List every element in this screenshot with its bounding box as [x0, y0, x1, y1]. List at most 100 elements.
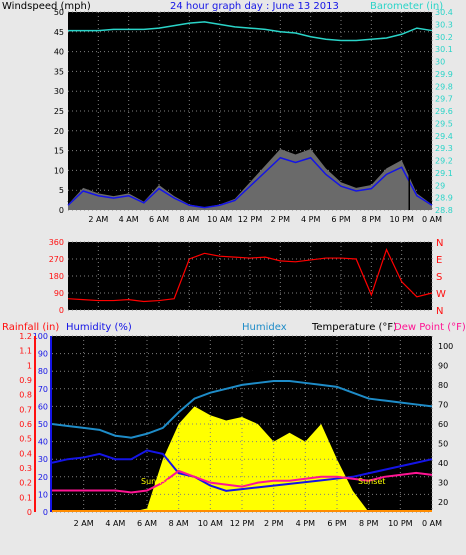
- temp-ytick: 20: [438, 498, 448, 507]
- temp-xtick: 6 PM: [327, 519, 346, 528]
- wind-xtick: 4 PM: [301, 215, 320, 224]
- barometer-ytick: 29.4: [435, 132, 453, 141]
- temp-xtick: 4 PM: [296, 519, 315, 528]
- temp-xtick: 6 AM: [137, 519, 157, 528]
- dewpoint-line: [52, 469, 433, 494]
- wind-direction-line: [67, 247, 433, 303]
- wind-ytick: 35: [54, 67, 64, 76]
- rain-ytick: 0.2: [19, 479, 32, 488]
- direction-ytick: 90: [54, 289, 64, 298]
- rain-ytick: 1.1: [19, 347, 32, 356]
- wind-xtick: 10 AM: [207, 215, 232, 224]
- wind-ytick: 45: [54, 28, 64, 37]
- wind-ytick: 5: [59, 186, 64, 195]
- temp-xtick: 10 AM: [198, 519, 223, 528]
- humidex-line: [51, 379, 433, 439]
- barometer-ytick: 29.7: [435, 95, 453, 104]
- humidity-ytick: 70: [38, 385, 48, 394]
- temp-ytick: 80: [438, 381, 448, 390]
- solar-area: [52, 406, 432, 512]
- compass-label: N: [436, 238, 443, 249]
- humidity-ytick: 90: [38, 350, 48, 359]
- wind-ytick: 40: [54, 48, 64, 57]
- barometer-ytick: 29.9: [435, 70, 453, 79]
- rain-ytick: 1: [27, 361, 32, 370]
- humidity-ytick: 80: [38, 367, 48, 376]
- rain-ytick: 0.8: [19, 391, 32, 400]
- humidity-line: [51, 449, 433, 492]
- temp-ytick: 50: [438, 440, 448, 449]
- barometer-ytick: 29: [435, 181, 445, 190]
- temp-ytick: 60: [438, 420, 448, 429]
- humidity-ytick: 30: [38, 455, 48, 464]
- dewpoint-ylabel: Dew Point (°F): [394, 322, 466, 333]
- wind-xtick: 6 AM: [149, 215, 169, 224]
- rain-ytick: 1.2: [19, 332, 32, 341]
- temp-xtick: 0 AM: [422, 519, 442, 528]
- barometer-line: [68, 21, 433, 42]
- humidity-ytick: 50: [38, 420, 48, 429]
- humidity-ytick: 40: [38, 438, 48, 447]
- temp-xtick: 8 AM: [169, 519, 189, 528]
- wind-ytick: 30: [54, 87, 64, 96]
- rain-ytick: 0.1: [19, 493, 32, 502]
- barometer-ytick: 30: [435, 58, 445, 67]
- wind-average-line: [67, 156, 433, 209]
- rain-ytick: 0.6: [19, 420, 32, 429]
- wind-xtick: 2 PM: [271, 215, 290, 224]
- compass-label: N: [436, 306, 443, 317]
- temp-ytick: 40: [438, 459, 448, 468]
- wind-xtick: 12 PM: [238, 215, 263, 224]
- rain-ytick: 0.5: [19, 435, 32, 444]
- barometer-ytick: 29.2: [435, 157, 453, 166]
- temp-xtick: 2 AM: [74, 519, 94, 528]
- wind-ytick: 15: [54, 147, 64, 156]
- barometer-ytick: 29.5: [435, 119, 453, 128]
- barometer-ylabel: Barometer (in): [370, 1, 443, 12]
- wind-ytick: 20: [54, 127, 64, 136]
- compass-label: E: [436, 255, 442, 266]
- compass-label: W: [436, 289, 446, 300]
- rain-ytick: 0.9: [19, 376, 32, 385]
- direction-ytick: 270: [49, 255, 64, 264]
- temperature-line: [51, 368, 433, 431]
- wind-xtick: 6 PM: [331, 215, 350, 224]
- barometer-ytick: 29.8: [435, 82, 453, 91]
- wind-average-area: [68, 149, 432, 210]
- rain-ytick: 0: [27, 508, 32, 517]
- barometer-ytick: 29.6: [435, 107, 453, 116]
- humidity-ytick: 100: [33, 332, 48, 341]
- humidity-ytick: 0: [43, 508, 48, 517]
- barometer-ytick: 29.3: [435, 144, 453, 153]
- humidity-ylabel: Humidity (%): [66, 322, 132, 333]
- wind-xtick: 2 AM: [88, 215, 108, 224]
- rain-ytick: 0.7: [19, 405, 32, 414]
- direction-ytick: 360: [49, 238, 64, 247]
- chart-title: 24 hour graph day : June 13 2013: [170, 1, 339, 12]
- barometer-ytick: 28.9: [435, 194, 453, 203]
- wind-xtick: 8 AM: [179, 215, 199, 224]
- wind-xtick: 10 PM: [389, 215, 414, 224]
- temp-xtick: 2 PM: [264, 519, 283, 528]
- wind-ytick: 50: [54, 8, 64, 17]
- temp-xtick: 12 PM: [230, 519, 255, 528]
- humidity-ytick: 60: [38, 402, 48, 411]
- barometer-ytick: 30.3: [435, 20, 453, 29]
- temp-ytick: 90: [438, 361, 448, 370]
- wind-xtick: 0 AM: [422, 215, 442, 224]
- sunrise-label: Sunrise: [141, 477, 171, 486]
- humidity-ytick: 20: [38, 473, 48, 482]
- rain-ytick: 0.3: [19, 464, 32, 473]
- barometer-ytick: 30.4: [435, 8, 453, 17]
- wind-ylabel: Windspeed (mph): [2, 1, 91, 12]
- windspeed-line: [67, 122, 433, 207]
- temp-xtick: 8 PM: [359, 519, 378, 528]
- temp-ytick: 100: [438, 342, 453, 351]
- wind-xtick: 4 AM: [119, 215, 139, 224]
- wind-ytick: 0: [59, 206, 64, 215]
- direction-ytick: 180: [49, 272, 64, 281]
- compass-label: S: [436, 272, 442, 283]
- wind-ytick: 25: [54, 107, 64, 116]
- barometer-ytick: 30.1: [435, 45, 453, 54]
